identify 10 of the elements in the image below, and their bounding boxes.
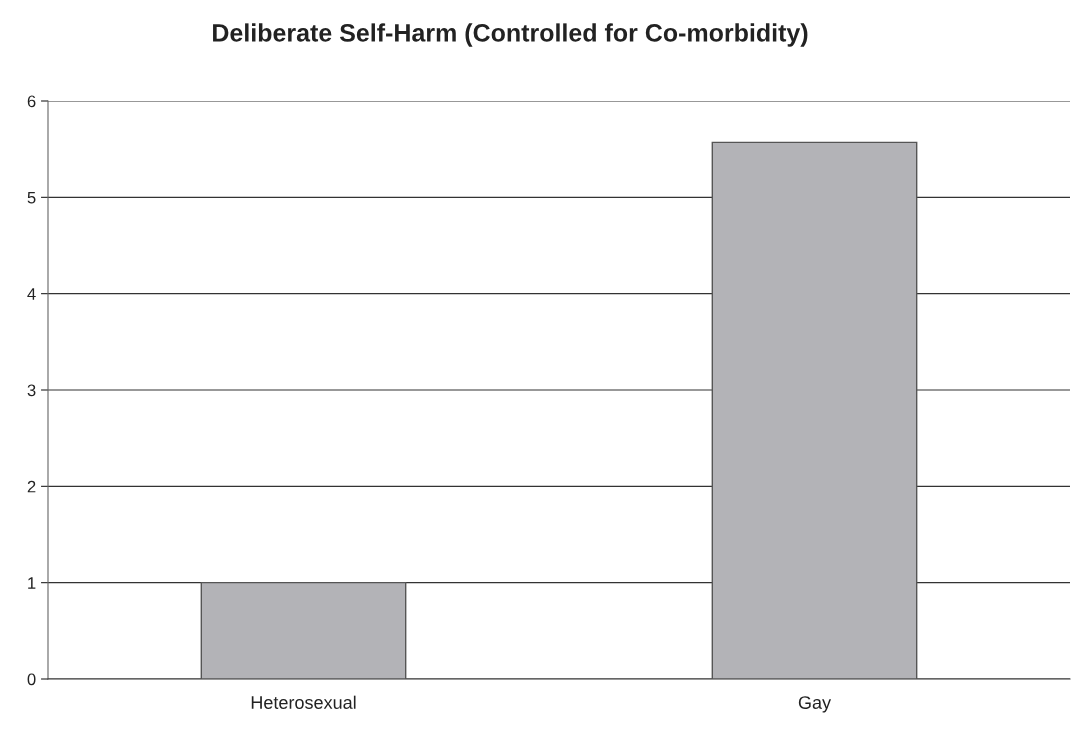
x-tick-label: Gay bbox=[798, 696, 832, 713]
y-tick-label: 4 bbox=[27, 288, 36, 300]
x-tick-label: Heterosexual bbox=[251, 695, 356, 709]
y-tick-label: 2 bbox=[27, 480, 36, 493]
y-tick-label: 1 bbox=[28, 577, 36, 589]
y-tick-label: 5 bbox=[27, 191, 36, 204]
y-tick-label: 0 bbox=[27, 673, 36, 686]
chart-title: Deliberate Self-Harm (Controlled for Co-morbidity) bbox=[213, 23, 808, 47]
y-tick-label: 6 bbox=[27, 95, 36, 108]
y-tick-label: 3 bbox=[27, 384, 36, 397]
